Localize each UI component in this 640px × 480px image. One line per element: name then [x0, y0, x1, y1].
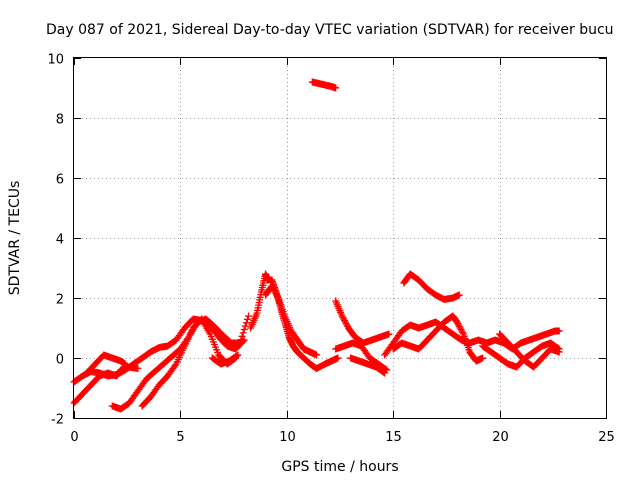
- grid-lines: [74, 58, 606, 418]
- series-track-c: [83, 351, 129, 377]
- data-point: [236, 339, 244, 347]
- data-point: [380, 368, 388, 376]
- data-point: [240, 326, 248, 333]
- data-point: [334, 354, 342, 362]
- x-tick-label: 25: [598, 430, 615, 445]
- series-track-p: [479, 339, 563, 371]
- y-tick-label: 4: [56, 233, 64, 248]
- data-point: [455, 323, 463, 330]
- data-point: [479, 354, 487, 362]
- data-point: [332, 84, 340, 92]
- series-track-j: [332, 297, 393, 347]
- data-point: [454, 320, 462, 327]
- data-point: [340, 315, 348, 323]
- x-tick-label: 5: [176, 430, 184, 445]
- series-track-n: [400, 270, 463, 303]
- data-point: [242, 319, 250, 327]
- series-track-i: [308, 78, 340, 92]
- data-point: [274, 293, 281, 300]
- data-point: [459, 329, 467, 336]
- data-point: [272, 290, 280, 297]
- data-point: [456, 324, 464, 332]
- data-point: [453, 318, 461, 326]
- data-point: [341, 318, 349, 326]
- data-point: [237, 336, 245, 344]
- data-point: [457, 326, 465, 333]
- data-point: [238, 332, 246, 340]
- data-point: [342, 320, 350, 327]
- data-point: [234, 351, 242, 359]
- x-tick-labels: 0 5 10 15 20 25: [70, 430, 614, 445]
- data-point: [270, 285, 277, 293]
- data-point: [555, 348, 563, 356]
- y-tick-label: 10: [47, 53, 64, 68]
- data-point: [171, 362, 179, 369]
- series-track-l: [347, 354, 389, 377]
- series-track-k: [332, 339, 391, 374]
- data-point: [269, 284, 277, 291]
- x-tick-label: 10: [279, 430, 296, 445]
- data-point: [339, 314, 347, 321]
- data-point: [381, 369, 389, 377]
- data-point: [273, 291, 281, 299]
- y-tick-label: 0: [56, 353, 64, 368]
- series-track-h: [262, 282, 321, 359]
- series-track-g: [247, 270, 342, 372]
- data-point: [385, 330, 393, 338]
- data-point: [338, 312, 346, 320]
- data-point: [458, 327, 466, 335]
- data-point: [455, 291, 463, 299]
- chart-title: Day 087 of 2021, Sidereal Day-to-day VTE…: [46, 22, 614, 38]
- x-tick-label: 15: [385, 430, 402, 445]
- data-point: [239, 329, 247, 337]
- data-point: [268, 282, 276, 290]
- data-point: [343, 321, 351, 329]
- x-tick-label: 20: [492, 430, 509, 445]
- data-point: [121, 360, 129, 368]
- data-point: [245, 312, 252, 320]
- series-track-q: [496, 330, 563, 371]
- data-point: [341, 317, 348, 324]
- y-tick-label: 8: [56, 113, 64, 128]
- y-tick-labels: -2 0 2 4 6 8 10: [47, 53, 64, 428]
- x-axis-label: GPS time / hours: [281, 459, 398, 475]
- series-track-m: [381, 318, 563, 359]
- data-point: [313, 351, 321, 359]
- y-tick-label: 2: [56, 293, 64, 308]
- data-point: [134, 365, 142, 372]
- data-point: [233, 352, 241, 360]
- plot-frame: [73, 57, 607, 419]
- data-point: [271, 288, 279, 296]
- y-axis-label: SDTVAR / TECUs: [7, 181, 23, 296]
- data-point: [270, 287, 278, 294]
- x-tick-label: 0: [70, 430, 78, 445]
- data-point: [455, 321, 463, 329]
- data-point: [241, 322, 249, 330]
- data-point: [555, 327, 563, 335]
- data-points: [70, 78, 563, 413]
- series-track-o: [389, 312, 487, 365]
- series-track-b: [70, 363, 142, 407]
- series-track-f: [208, 351, 242, 368]
- y-tick-label: 6: [56, 173, 64, 188]
- data-point: [243, 315, 251, 323]
- y-tick-label: -2: [51, 413, 64, 428]
